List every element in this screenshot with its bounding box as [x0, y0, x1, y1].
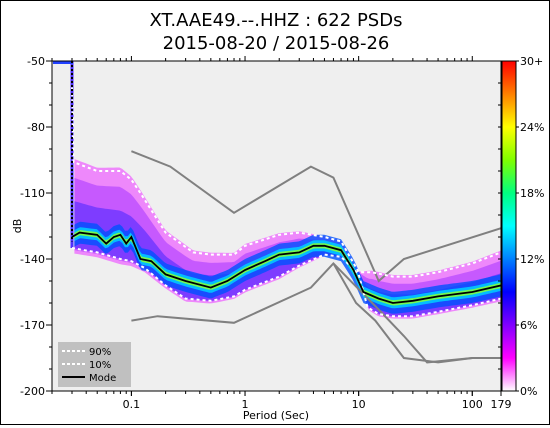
plot-border	[51, 60, 502, 392]
x-tick-label: 10	[352, 398, 366, 411]
y-tick-label: -200	[20, 385, 45, 398]
y-tick-label: -170	[20, 319, 45, 332]
y-tick-label: -140	[20, 253, 45, 266]
legend-box	[58, 342, 131, 387]
noise-model-high	[131, 150, 501, 283]
legend-label: 10%	[89, 360, 111, 371]
noise-model-lines	[131, 150, 501, 364]
x-tick-label: 179	[491, 398, 512, 411]
x-tick-label: 100	[462, 398, 483, 411]
colorbar-tick-label: 0%	[520, 385, 537, 398]
legend: 90% 10% Mode	[58, 342, 131, 387]
x-tick-label: 1	[242, 398, 249, 411]
chart-title: XT.AAE49.--.HHZ : 622 PSDs	[150, 10, 403, 31]
y-tick-label: -50	[27, 55, 45, 68]
colorbar-tick-label: 30+	[520, 55, 543, 68]
colorbar-tick-label: 24%	[520, 121, 544, 134]
x-axis-label: Period (Sec)	[243, 409, 309, 422]
y-axis-ticks: -50 -80 -110 -140 -170 -200	[20, 55, 501, 398]
legend-label: Mode	[89, 373, 116, 384]
series-line-mode	[71, 231, 501, 304]
y-tick-label: -110	[20, 187, 45, 200]
legend-label: 90%	[89, 347, 111, 358]
y-tick-label: -80	[27, 121, 45, 134]
x-tick-label: 0.1	[123, 398, 141, 411]
colorbar-tick-label: 6%	[520, 319, 537, 332]
colorbar-tick-label: 18%	[520, 187, 544, 200]
series-line-10pct	[71, 247, 501, 318]
colorbar: 30+ 24% 18% 12% 6% 0%	[501, 55, 544, 398]
colorbar-tick-label: 12%	[520, 253, 544, 266]
chart-subtitle: 2015-08-20 / 2015-08-26	[163, 33, 390, 54]
percentile-lines	[71, 61, 501, 318]
x-axis-ticks: 0.1 1 10 100 179	[51, 56, 512, 411]
series-line-90pct	[71, 87, 501, 278]
colorbar-gradient	[501, 60, 517, 392]
density-top-edge	[53, 61, 74, 64]
y-axis-label: dB	[11, 219, 24, 234]
noise-model-low2	[332, 262, 501, 364]
